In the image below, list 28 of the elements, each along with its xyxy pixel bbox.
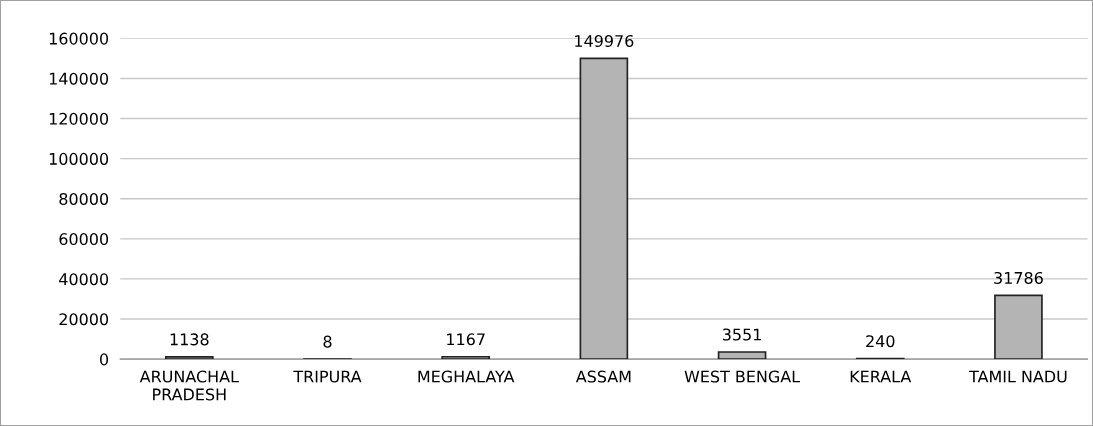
x-tick-label: ASSAM bbox=[575, 370, 631, 383]
bar bbox=[717, 351, 767, 360]
x-tick-label: TRIPURA bbox=[293, 370, 362, 383]
x-tick-label: KERALA bbox=[850, 370, 912, 383]
x-tick-label: ARUNACHAL PRADESH bbox=[139, 370, 239, 401]
y-tick-label: 80000 bbox=[59, 192, 109, 206]
x-tick-label: TAMIL NADU bbox=[969, 370, 1067, 383]
data-label: 149976 bbox=[575, 34, 634, 48]
bar bbox=[994, 294, 1043, 360]
y-tick-label: 160000 bbox=[49, 32, 109, 45]
data-label: 1138 bbox=[170, 333, 209, 346]
x-tick-label: WEST BENGAL bbox=[684, 370, 801, 383]
data-label: 1167 bbox=[447, 333, 485, 346]
y-tick-label: 140000 bbox=[49, 72, 109, 85]
data-label: 240 bbox=[866, 335, 895, 348]
y-tick-label: 100000 bbox=[49, 152, 109, 165]
data-label: 8 bbox=[323, 335, 332, 348]
y-tick-label: 20000 bbox=[59, 313, 109, 326]
y-tick-label: 120000 bbox=[49, 112, 109, 125]
y-tick-label: 40000 bbox=[59, 273, 109, 286]
data-label: 3551 bbox=[722, 328, 761, 341]
x-tick-label: MEGHALAYA bbox=[418, 370, 515, 383]
y-tick-label: 60000 bbox=[59, 233, 109, 246]
data-label: 31786 bbox=[994, 271, 1043, 284]
bar bbox=[441, 355, 491, 360]
bar bbox=[164, 356, 214, 360]
bar bbox=[579, 57, 629, 360]
y-tick-label: 0 bbox=[100, 353, 109, 366]
